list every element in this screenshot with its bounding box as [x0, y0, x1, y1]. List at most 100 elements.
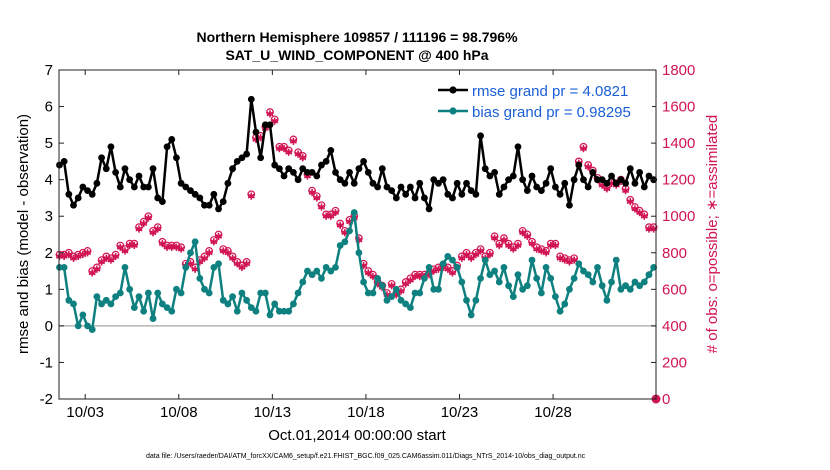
rmse-point [523, 187, 531, 195]
rmse-point [280, 172, 288, 180]
rmse-point [388, 187, 396, 195]
bias-point [369, 289, 377, 297]
rmse-point [645, 172, 653, 180]
rmse-point [374, 183, 382, 191]
footer-data-file: data file: /Users/raeder/DAI/ATM_forcXX/… [146, 453, 586, 460]
bias-point [481, 256, 489, 264]
rmse-point [453, 179, 461, 187]
rmse-series-layer [56, 95, 658, 213]
bias-point [383, 296, 391, 304]
bias-point [467, 311, 475, 319]
rmse-point [341, 179, 349, 187]
rmse-point [519, 176, 527, 184]
bias-point [364, 289, 372, 297]
bias-point [402, 300, 410, 308]
y-tick-label-left: 6 [45, 99, 53, 116]
bias-point [589, 278, 597, 286]
x-tick-label: 10/28 [534, 404, 572, 421]
bias-point [542, 264, 550, 271]
obs-assimilated-point [584, 163, 592, 171]
bias-point [308, 271, 316, 279]
obs-assimilated-point [247, 192, 255, 200]
bias-point [93, 293, 101, 301]
obs-assimilated-point [444, 265, 452, 273]
bias-point [144, 289, 152, 297]
rmse-point [290, 168, 297, 176]
rmse-point [88, 190, 96, 198]
obs-assimilated-point [467, 254, 475, 262]
rmse-point [421, 194, 428, 202]
x-tick-label: 10/18 [347, 404, 385, 421]
obs-assimilated-point [135, 225, 143, 233]
y-tick-label-left: 0 [45, 318, 53, 335]
bias-point [519, 285, 527, 293]
bias-point [650, 264, 658, 271]
legend-rmse-marker [449, 86, 457, 94]
rmse-point [495, 190, 503, 198]
bias-point [523, 282, 531, 290]
bias-point [449, 256, 456, 264]
rmse-point [271, 161, 279, 169]
rmse-point [257, 154, 265, 162]
bias-point [421, 274, 428, 282]
bias-point [196, 274, 204, 282]
obs-assimilated-point [285, 148, 293, 156]
bias-point [252, 307, 260, 315]
rmse-point [158, 198, 166, 206]
legend-rmse-label: rmse grand pr = 4.0821 [472, 83, 628, 100]
rmse-point [168, 136, 176, 143]
bias-point [346, 227, 353, 235]
bias-point [79, 311, 87, 319]
y-tick-label-left: 7 [45, 62, 53, 79]
rmse-point [392, 194, 400, 202]
bias-point [355, 249, 363, 257]
rmse-point [533, 183, 541, 191]
bias-point [603, 296, 611, 304]
y-tick-label-right: 200 [662, 354, 687, 371]
obs-assimilated-point [472, 251, 480, 259]
y-tick-label-left: 5 [45, 135, 53, 152]
rmse-point [556, 190, 564, 198]
rmse-point [215, 205, 222, 213]
bias-point [537, 289, 545, 297]
rmse-point [575, 161, 583, 169]
rmse-point [332, 168, 339, 176]
rmse-point [261, 121, 269, 129]
bias-point [378, 282, 386, 290]
obs-assimilated-point [388, 282, 396, 290]
bias-point [594, 264, 601, 271]
y-tick-label-right: 600 [662, 281, 687, 298]
legend-bias-marker [449, 107, 457, 115]
rmse-point [112, 168, 120, 176]
obs-assimilated-point [121, 247, 129, 255]
obs-assimilated-point [233, 260, 241, 268]
bias-point [140, 307, 148, 315]
bias-point [60, 264, 68, 271]
bias-point [154, 289, 162, 297]
bias-point [210, 264, 218, 271]
rmse-point [603, 179, 611, 187]
obs-assimilated-point [317, 203, 326, 211]
bias-point [318, 274, 325, 282]
obs-assimilated-point [486, 251, 494, 259]
rmse-point [196, 194, 204, 202]
obs-assimilated-point [542, 249, 550, 257]
bias-point [130, 304, 138, 312]
legend: rmse grand pr = 4.0821 bias grand pr = 0… [434, 78, 652, 122]
bias-point [322, 264, 330, 271]
bias-point [275, 307, 283, 315]
obs-assimilated-point [144, 214, 152, 222]
obs-assimilated-point [406, 276, 414, 284]
bias-point [229, 293, 236, 301]
rmse-point [528, 172, 536, 180]
bias-point [509, 293, 517, 301]
bias-point [612, 256, 620, 264]
rmse-point [130, 183, 138, 191]
obs-assimilated-point [93, 265, 101, 273]
obs-assimilated-point [514, 241, 522, 250]
bias-point [177, 289, 185, 297]
y-tick-label-right: 1000 [662, 208, 695, 225]
rmse-point [505, 176, 513, 184]
rmse-point [275, 165, 283, 173]
bias-point [243, 296, 251, 304]
